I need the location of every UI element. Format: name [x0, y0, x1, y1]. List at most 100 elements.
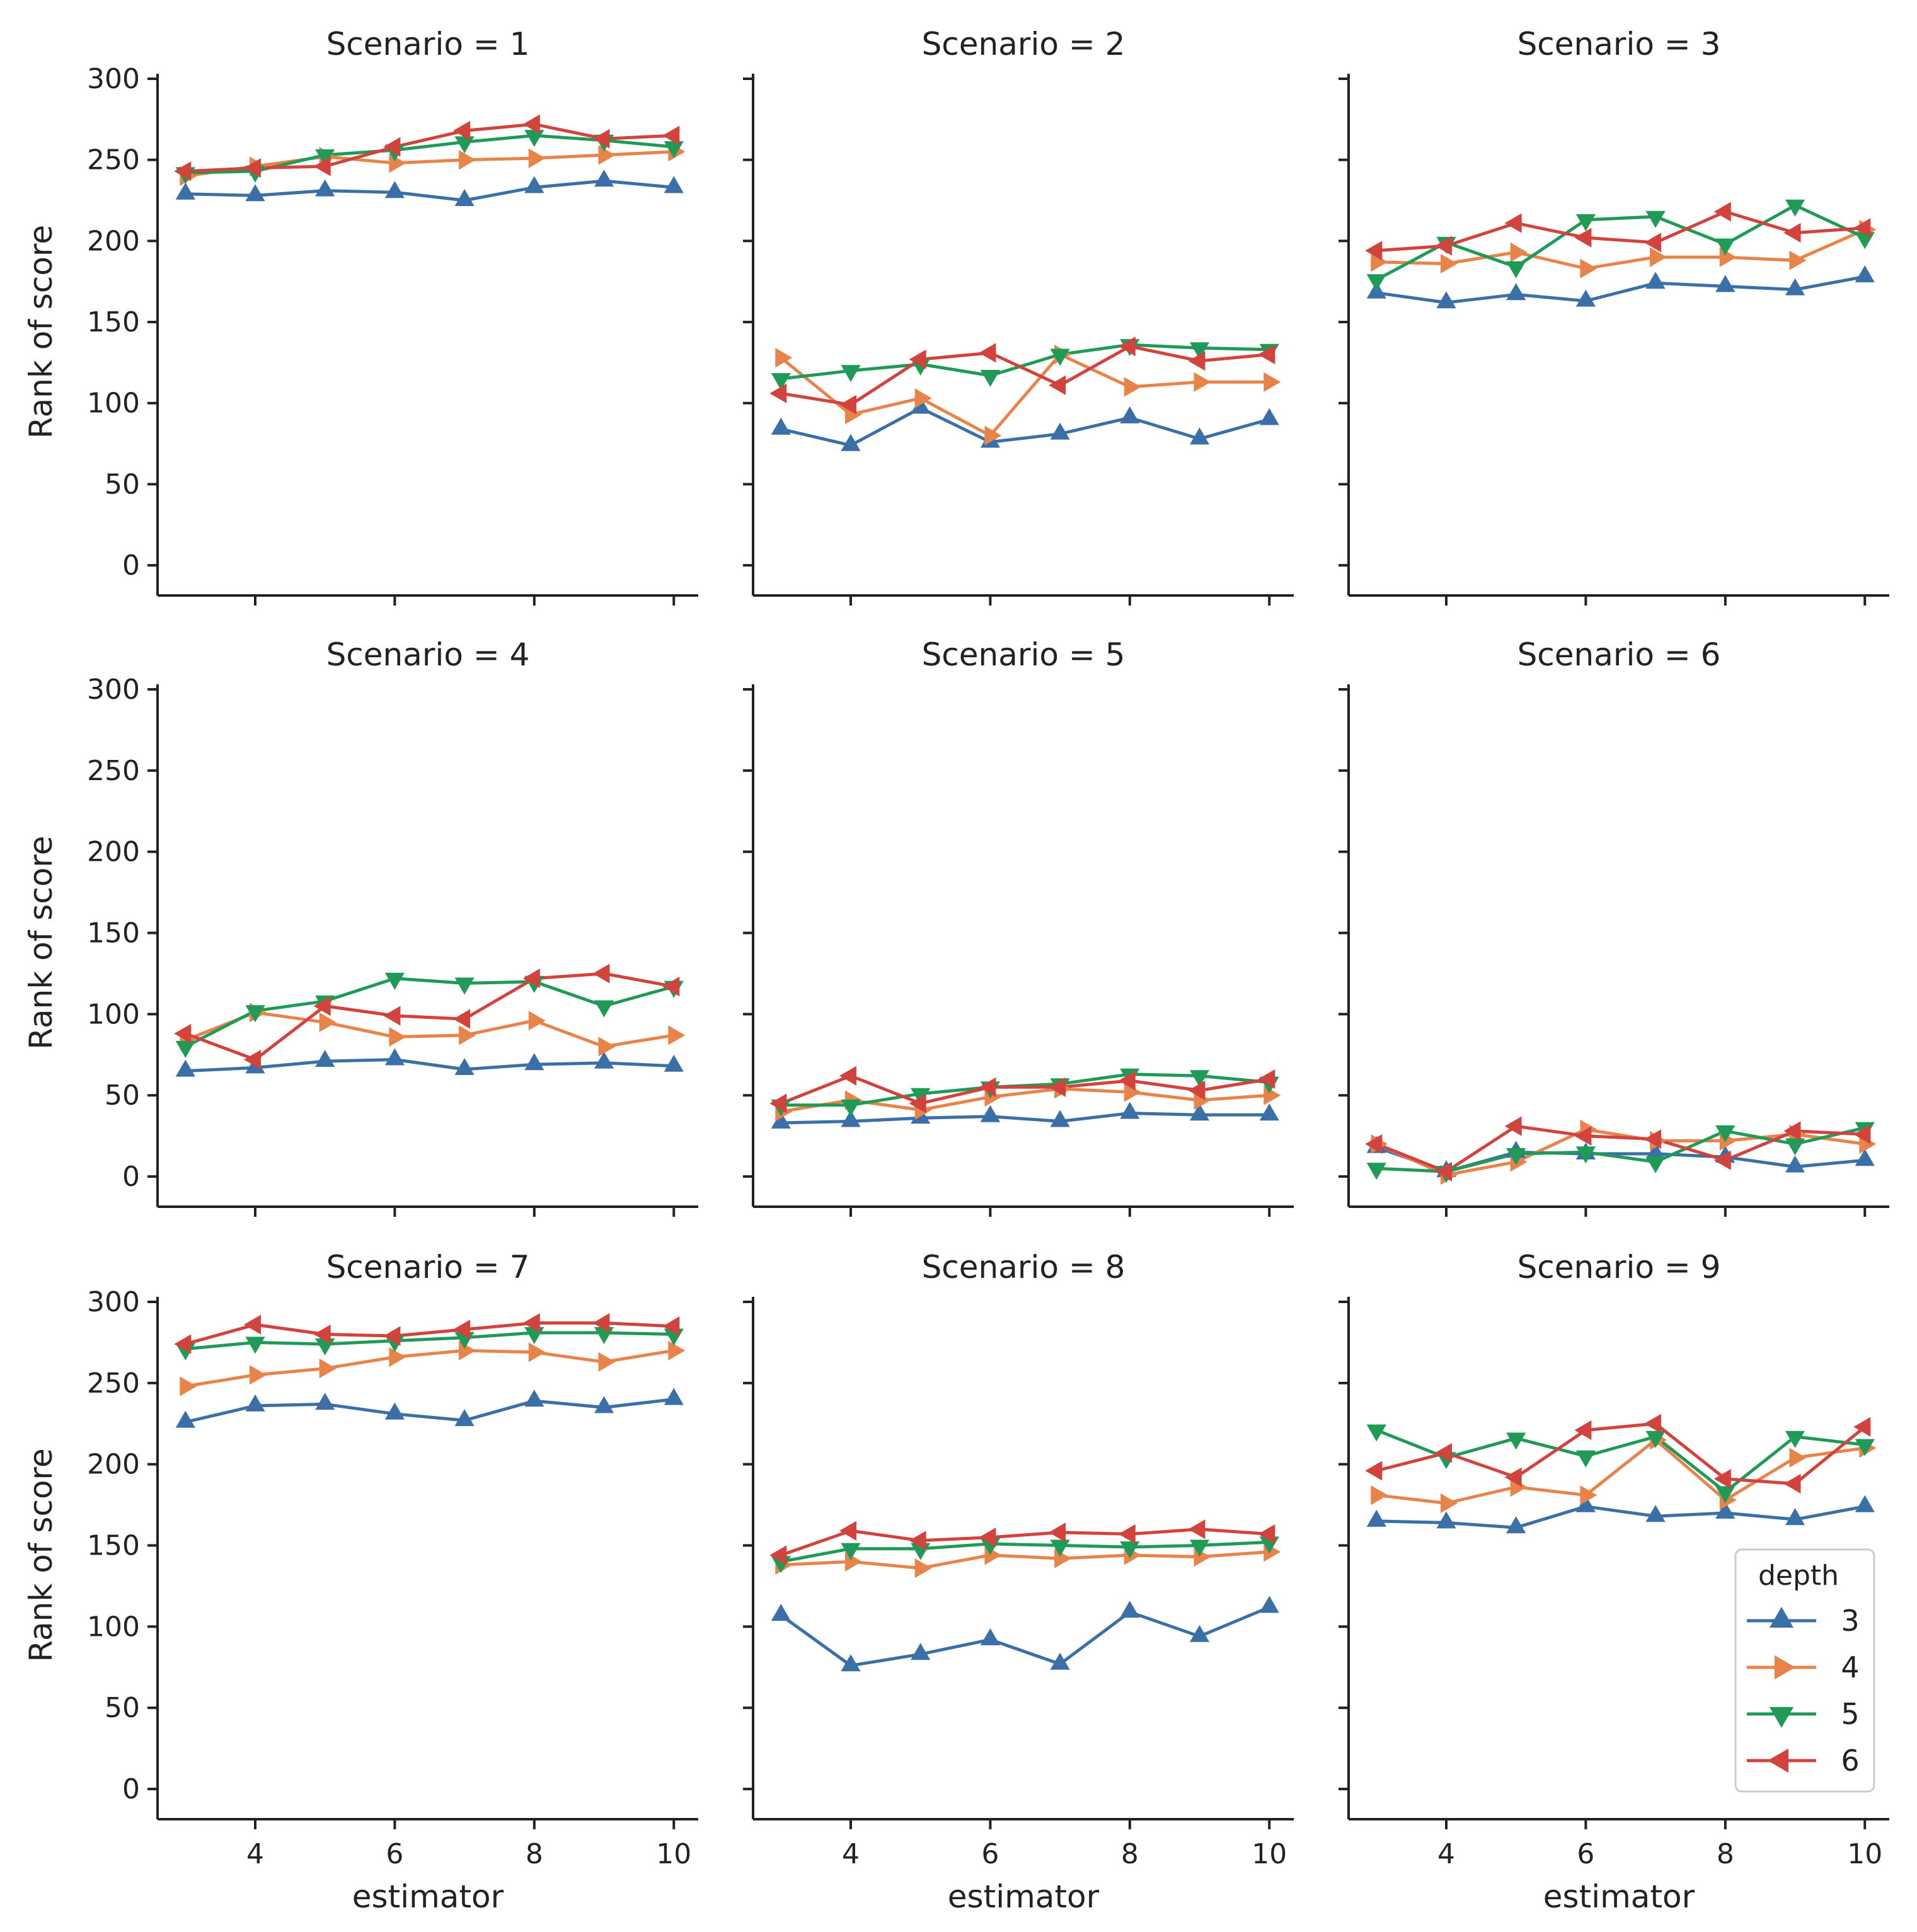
data-point-depth-3: [594, 170, 614, 187]
data-point-depth-5: [1575, 214, 1596, 231]
legend-label: 3: [1841, 1604, 1859, 1638]
data-point-depth-3: [594, 1396, 614, 1413]
series-line-depth-5: [780, 1540, 1270, 1563]
data-point-depth-3: [1855, 265, 1875, 282]
data-point-depth-6: [662, 125, 680, 146]
series-line-depth-6: [1376, 1422, 1866, 1486]
panel-8: Scenario = 8 4 6 8 10 estimator: [743, 1249, 1294, 1915]
data-point-depth-4: [1124, 1082, 1141, 1102]
data-point-depth-5: [1715, 238, 1736, 256]
data-point-depth-3: [315, 179, 335, 197]
data-point-depth-3: [841, 1110, 861, 1127]
data-point-depth-3: [1645, 1505, 1666, 1522]
series-line-depth-3: [185, 1398, 674, 1424]
data-point-depth-5: [1715, 1486, 1736, 1504]
panel-title: Scenario = 7: [326, 1249, 530, 1285]
panel-title: Scenario = 9: [1517, 1249, 1721, 1285]
data-point-depth-5: [315, 1338, 335, 1355]
panel-5: Scenario = 5: [743, 636, 1294, 1217]
data-point-depth-6: [839, 394, 856, 415]
legend-frame: [1734, 1548, 1875, 1793]
data-point-depth-4: [668, 1025, 686, 1045]
data-point-depth-6: [1574, 1420, 1592, 1440]
data-point-depth-4: [668, 1340, 686, 1360]
data-point-depth-6: [592, 129, 610, 149]
data-point-depth-3: [454, 189, 475, 206]
data-point-depth-6: [1188, 1080, 1206, 1101]
data-point-depth-5: [384, 972, 405, 990]
data-point-depth-6: [1118, 1524, 1136, 1544]
panel-title: Scenario = 6: [1517, 636, 1721, 673]
series-line-depth-5: [185, 1331, 674, 1351]
data-point-depth-5: [841, 1543, 861, 1560]
data-point-depth-3: [1120, 1101, 1140, 1119]
data-point-depth-3: [1785, 1508, 1805, 1526]
data-point-depth-6: [662, 977, 680, 997]
data-point-depth-3: [1259, 408, 1279, 425]
legend-label: 4: [1841, 1650, 1859, 1684]
data-point-depth-6: [1853, 218, 1871, 238]
data-point-depth-6: [909, 1093, 926, 1113]
series-line-depth-5: [1376, 204, 1866, 282]
data-point-depth-6: [1783, 1121, 1801, 1141]
series-line-depth-5: [1376, 1126, 1865, 1173]
series-line-depth-3: [781, 1112, 1270, 1125]
data-point-depth-6: [383, 1006, 401, 1026]
data-point-depth-3: [524, 1389, 544, 1407]
data-point-depth-6: [1365, 1461, 1383, 1481]
data-point-depth-6: [313, 156, 331, 176]
panel-9: Scenario = 9 4 6 8 10 estimator: [1338, 1249, 1889, 1915]
data-point-depth-3: [1506, 283, 1526, 301]
data-point-depth-6: [453, 1009, 471, 1029]
data-point-depth-3: [911, 1643, 931, 1660]
data-point-depth-3: [454, 1058, 475, 1075]
data-point-depth-6: [453, 120, 471, 141]
data-point-depth-3: [245, 1394, 265, 1412]
series-line-depth-3: [780, 406, 1270, 447]
series-line-depth-4: [1376, 228, 1866, 270]
legend-label: 5: [1841, 1697, 1859, 1731]
data-point-depth-6: [1574, 227, 1592, 248]
data-point-depth-4: [319, 1012, 337, 1032]
data-point-depth-6: [979, 1527, 996, 1548]
data-point-depth-6: [244, 1050, 261, 1070]
data-point-depth-6: [1049, 1522, 1066, 1543]
data-point-depth-6: [1853, 1417, 1871, 1437]
data-point-depth-4: [1441, 253, 1458, 273]
panel-3: Scenario = 3: [1338, 26, 1889, 606]
data-point-depth-6: [244, 158, 261, 178]
data-point-depth-3: [454, 1409, 475, 1427]
data-point-depth-3: [1120, 1601, 1140, 1618]
data-point-depth-3: [1190, 1624, 1210, 1642]
data-point-depth-5: [1190, 1070, 1210, 1088]
data-point-depth-4: [1371, 1485, 1388, 1505]
data-point-depth-5: [1855, 1439, 1875, 1456]
data-point-depth-4: [459, 150, 476, 170]
data-point-depth-6: [979, 1077, 996, 1097]
data-point-depth-6: [1365, 241, 1383, 261]
data-point-depth-3: [841, 434, 861, 451]
data-point-depth-3: [1855, 1149, 1875, 1166]
y-tick-label: 150: [87, 306, 140, 338]
data-point-depth-4: [914, 388, 932, 408]
data-point-depth-3: [175, 182, 195, 200]
data-point-depth-4: [914, 1558, 932, 1578]
y-tick-label: 200: [87, 836, 140, 868]
data-point-depth-5: [1645, 1430, 1666, 1448]
y-axis-title: Rank of score: [23, 1448, 59, 1662]
data-point-depth-5: [1785, 1430, 1805, 1448]
data-point-depth-5: [1366, 1163, 1386, 1180]
panel-1: Scenario = 1 0 50 100 150 200 250 300 Rank of sc…: [23, 26, 698, 606]
data-point-depth-6: [1365, 1134, 1383, 1154]
data-point-depth-6: [979, 343, 996, 363]
data-point-depth-5: [454, 977, 475, 995]
data-point-depth-6: [1258, 344, 1275, 365]
data-point-depth-3: [1645, 272, 1666, 289]
data-point-depth-3: [1575, 289, 1596, 307]
data-point-depth-6: [909, 349, 926, 369]
data-point-depth-6: [1713, 1469, 1731, 1489]
data-point-depth-6: [1258, 1524, 1275, 1544]
data-point-depth-3: [594, 1051, 614, 1069]
panel-2: Scenario = 2: [743, 26, 1294, 606]
data-point-depth-6: [174, 1023, 192, 1044]
